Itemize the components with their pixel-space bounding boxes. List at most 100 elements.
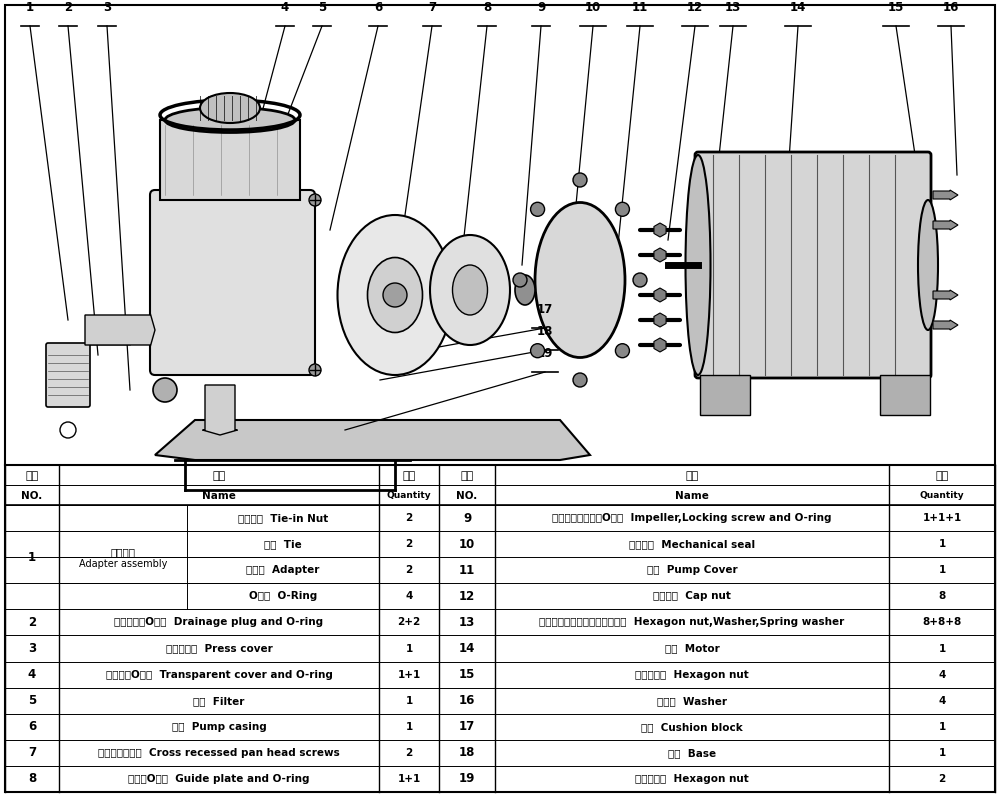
Text: 19: 19 — [459, 772, 475, 786]
Text: 9: 9 — [463, 512, 471, 524]
Text: 1: 1 — [405, 696, 413, 705]
Text: 8: 8 — [938, 591, 946, 601]
Circle shape — [573, 173, 587, 187]
Text: 滤视窗及O型圈  Transparent cover and O-ring: 滤视窗及O型圈 Transparent cover and O-ring — [106, 669, 332, 680]
Text: 10: 10 — [585, 1, 601, 14]
Text: 1: 1 — [405, 722, 413, 732]
Text: 12: 12 — [687, 1, 703, 14]
Text: 滤篹  Filter: 滤篹 Filter — [193, 696, 245, 705]
Polygon shape — [155, 420, 590, 460]
Text: 数量: 数量 — [935, 471, 949, 481]
Text: 17: 17 — [537, 303, 553, 316]
Text: 1: 1 — [405, 643, 413, 654]
Text: O型圈  O-Ring: O型圈 O-Ring — [249, 591, 317, 601]
FancyArrow shape — [933, 320, 958, 330]
Text: 2: 2 — [938, 774, 946, 784]
Text: NO.: NO. — [456, 491, 478, 501]
Text: 17: 17 — [459, 720, 475, 733]
Ellipse shape — [165, 108, 295, 132]
Text: 4: 4 — [405, 591, 413, 601]
Text: 放水螺堻及O型圈  Drainage plug and O-ring: 放水螺堻及O型圈 Drainage plug and O-ring — [114, 618, 324, 627]
Text: 15: 15 — [888, 1, 904, 14]
FancyArrow shape — [933, 220, 958, 230]
Text: 叶轮、防松螺钉及O型圈  Impeller,Locking screw and O-ring: 叶轮、防松螺钉及O型圈 Impeller,Locking screw and O… — [552, 513, 832, 523]
Text: 六角头螺栓  Hexagon nut: 六角头螺栓 Hexagon nut — [635, 669, 749, 680]
Text: 接头组件: 接头组件 — [110, 548, 136, 557]
FancyArrow shape — [202, 385, 238, 435]
Text: 8+8+8: 8+8+8 — [922, 618, 962, 627]
Text: 1: 1 — [28, 551, 36, 563]
Text: 盖型螺母  Cap nut: 盖型螺母 Cap nut — [653, 591, 731, 601]
Text: 1+1: 1+1 — [397, 774, 421, 784]
Text: Adapter assembly: Adapter assembly — [79, 559, 167, 569]
Text: 4: 4 — [938, 696, 946, 705]
Bar — [700, 375, 750, 415]
Text: 导叶及O型圈  Guide plate and O-ring: 导叶及O型圈 Guide plate and O-ring — [128, 774, 310, 784]
Text: 数量: 数量 — [402, 471, 416, 481]
Circle shape — [531, 344, 545, 358]
Text: 18: 18 — [537, 325, 553, 338]
Ellipse shape — [430, 235, 510, 345]
Text: 2: 2 — [405, 539, 413, 549]
Text: 1: 1 — [938, 539, 946, 549]
Text: 2: 2 — [405, 565, 413, 575]
Ellipse shape — [200, 93, 260, 123]
Ellipse shape — [338, 215, 452, 375]
Text: 6: 6 — [374, 1, 382, 14]
Text: 机械密封  Mechanical seal: 机械密封 Mechanical seal — [629, 539, 755, 549]
Text: 3: 3 — [103, 1, 111, 14]
Text: 10: 10 — [459, 538, 475, 551]
Text: 19: 19 — [537, 347, 553, 360]
Text: 1: 1 — [26, 1, 34, 14]
Circle shape — [153, 378, 177, 402]
Text: Quantity: Quantity — [387, 491, 431, 501]
Text: 15: 15 — [459, 668, 475, 681]
Text: 11: 11 — [459, 563, 475, 577]
Text: 1: 1 — [938, 722, 946, 732]
Text: 序号: 序号 — [460, 471, 474, 481]
Circle shape — [383, 283, 407, 307]
Circle shape — [513, 273, 527, 287]
Text: 7: 7 — [428, 1, 436, 14]
Ellipse shape — [515, 275, 535, 305]
Ellipse shape — [368, 257, 422, 332]
Text: 7: 7 — [28, 746, 36, 760]
Text: 14: 14 — [790, 1, 806, 14]
Text: 接头螺母  Tie-in Nut: 接头螺母 Tie-in Nut — [238, 513, 328, 523]
Text: 泵盖  Pump Cover: 泵盖 Pump Cover — [647, 565, 737, 575]
Text: 3: 3 — [28, 642, 36, 655]
Text: 2: 2 — [405, 748, 413, 758]
Ellipse shape — [535, 202, 625, 358]
Text: 8: 8 — [483, 1, 491, 14]
Text: 6: 6 — [28, 720, 36, 733]
Text: 16: 16 — [943, 1, 959, 14]
Text: 4: 4 — [28, 668, 36, 681]
Text: 5: 5 — [28, 694, 36, 707]
FancyBboxPatch shape — [695, 152, 931, 378]
Text: 8: 8 — [28, 772, 36, 786]
Text: 18: 18 — [459, 746, 475, 760]
Text: 六角头螺栓、平座圈、弹簧座圈  Hexagon nut,Washer,Spring washer: 六角头螺栓、平座圈、弹簧座圈 Hexagon nut,Washer,Spring… — [539, 618, 845, 627]
Text: 转接头  Adapter: 转接头 Adapter — [246, 565, 320, 575]
Text: 十字槽盘头螺钉  Cross recessed pan head screws: 十字槽盘头螺钉 Cross recessed pan head screws — [98, 748, 340, 758]
Text: 11: 11 — [632, 1, 648, 14]
Text: 12: 12 — [459, 590, 475, 603]
Text: 底座  Base: 底座 Base — [668, 748, 716, 758]
Text: 2: 2 — [28, 616, 36, 629]
Text: 垃块  Cushion block: 垃块 Cushion block — [641, 722, 743, 732]
Circle shape — [531, 202, 545, 216]
Text: 13: 13 — [725, 1, 741, 14]
FancyArrow shape — [85, 312, 155, 347]
Circle shape — [615, 202, 629, 216]
Text: 1: 1 — [938, 748, 946, 758]
Ellipse shape — [686, 155, 710, 375]
Text: 六角头螺栓  Hexagon nut: 六角头螺栓 Hexagon nut — [635, 774, 749, 784]
Circle shape — [633, 273, 647, 287]
Text: 9: 9 — [537, 1, 545, 14]
Text: 5: 5 — [318, 1, 326, 14]
Text: 泵壳  Pump casing: 泵壳 Pump casing — [172, 722, 266, 732]
Text: 1+1+1: 1+1+1 — [922, 513, 962, 523]
Text: NO.: NO. — [21, 491, 43, 501]
Text: 14: 14 — [459, 642, 475, 655]
Text: 13: 13 — [459, 616, 475, 629]
